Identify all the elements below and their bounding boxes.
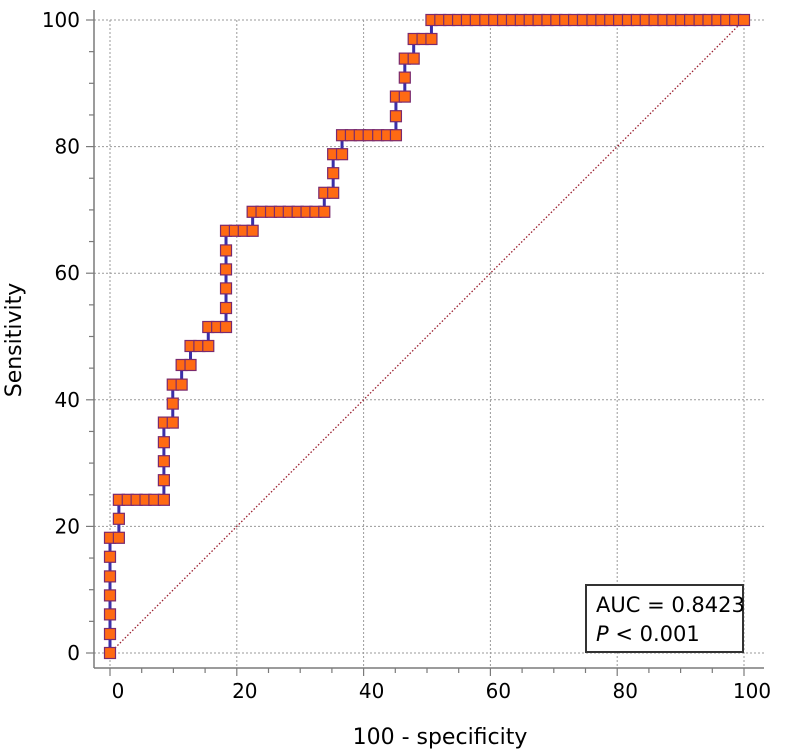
roc-point-14 — [157, 493, 170, 506]
roc-point-16 — [157, 455, 170, 468]
x-tick-label-2: 40 — [359, 679, 384, 703]
roc-point-65 — [407, 52, 420, 65]
x-tick-label-0: 0 — [112, 679, 125, 703]
roc-point-68 — [425, 32, 438, 46]
roc-point-27 — [202, 339, 215, 353]
x-axis-ticks: 0 20 40 60 80 100 — [112, 679, 771, 703]
roc-point-32 — [219, 282, 233, 295]
p-value-text: P < 0.001 — [596, 622, 700, 646]
roc-point-2 — [103, 608, 117, 621]
roc-point-49 — [327, 186, 340, 199]
annotation-frame — [585, 584, 744, 653]
auc-text: AUC = 0.8423 — [596, 593, 745, 617]
x-tick-label-3: 60 — [486, 679, 511, 703]
p-symbol: P — [596, 622, 609, 646]
axes — [86, 10, 764, 676]
x-tick-label-5: 100 — [733, 679, 771, 703]
y-tick-label-5: 100 — [42, 8, 80, 32]
roc-point-20 — [166, 397, 179, 410]
y-axis-ticks: 0 20 40 60 80 100 — [42, 8, 80, 665]
roc-point-59 — [389, 129, 403, 142]
roc-point-62 — [398, 90, 411, 103]
roc-point-19 — [166, 416, 179, 429]
roc-point-50 — [327, 167, 340, 180]
x-axis-title: 100 - specificity — [353, 725, 528, 750]
y-tick-label-1: 20 — [55, 514, 80, 538]
roc-point-47 — [318, 205, 331, 218]
roc-point-63 — [398, 71, 411, 84]
y-tick-label-3: 60 — [55, 261, 80, 285]
roc-point-markers — [103, 13, 751, 660]
x-tick-label-4: 80 — [612, 679, 637, 703]
roc-point-17 — [157, 436, 170, 449]
reference-diagonal-line — [109, 19, 745, 654]
roc-point-38 — [246, 224, 259, 237]
auc-annotation-box: AUC = 0.8423 P < 0.001 — [585, 584, 745, 653]
roc-point-0 — [103, 646, 117, 660]
roc-point-1 — [103, 627, 117, 641]
roc-point-8 — [112, 512, 125, 525]
roc-point-5 — [103, 550, 117, 563]
roc-point-24 — [184, 358, 197, 372]
y-tick-label-4: 80 — [55, 135, 80, 159]
roc-point-3 — [103, 589, 117, 602]
roc-point-34 — [219, 244, 233, 257]
roc-point-33 — [219, 263, 233, 276]
x-tick-label-1: 20 — [232, 679, 257, 703]
roc-point-7 — [112, 531, 125, 544]
p-value: < 0.001 — [609, 622, 700, 646]
roc-point-60 — [389, 110, 403, 123]
roc-point-104 — [737, 13, 751, 27]
roc-point-30 — [219, 320, 233, 334]
y-tick-label-2: 40 — [55, 388, 80, 412]
roc-point-4 — [103, 570, 117, 583]
roc-point-52 — [335, 148, 349, 161]
roc-point-22 — [175, 378, 188, 391]
y-tick-label-0: 0 — [67, 641, 80, 665]
roc-point-15 — [157, 474, 170, 487]
y-axis-title: Sensitivity — [2, 283, 27, 398]
roc-point-31 — [219, 301, 233, 315]
